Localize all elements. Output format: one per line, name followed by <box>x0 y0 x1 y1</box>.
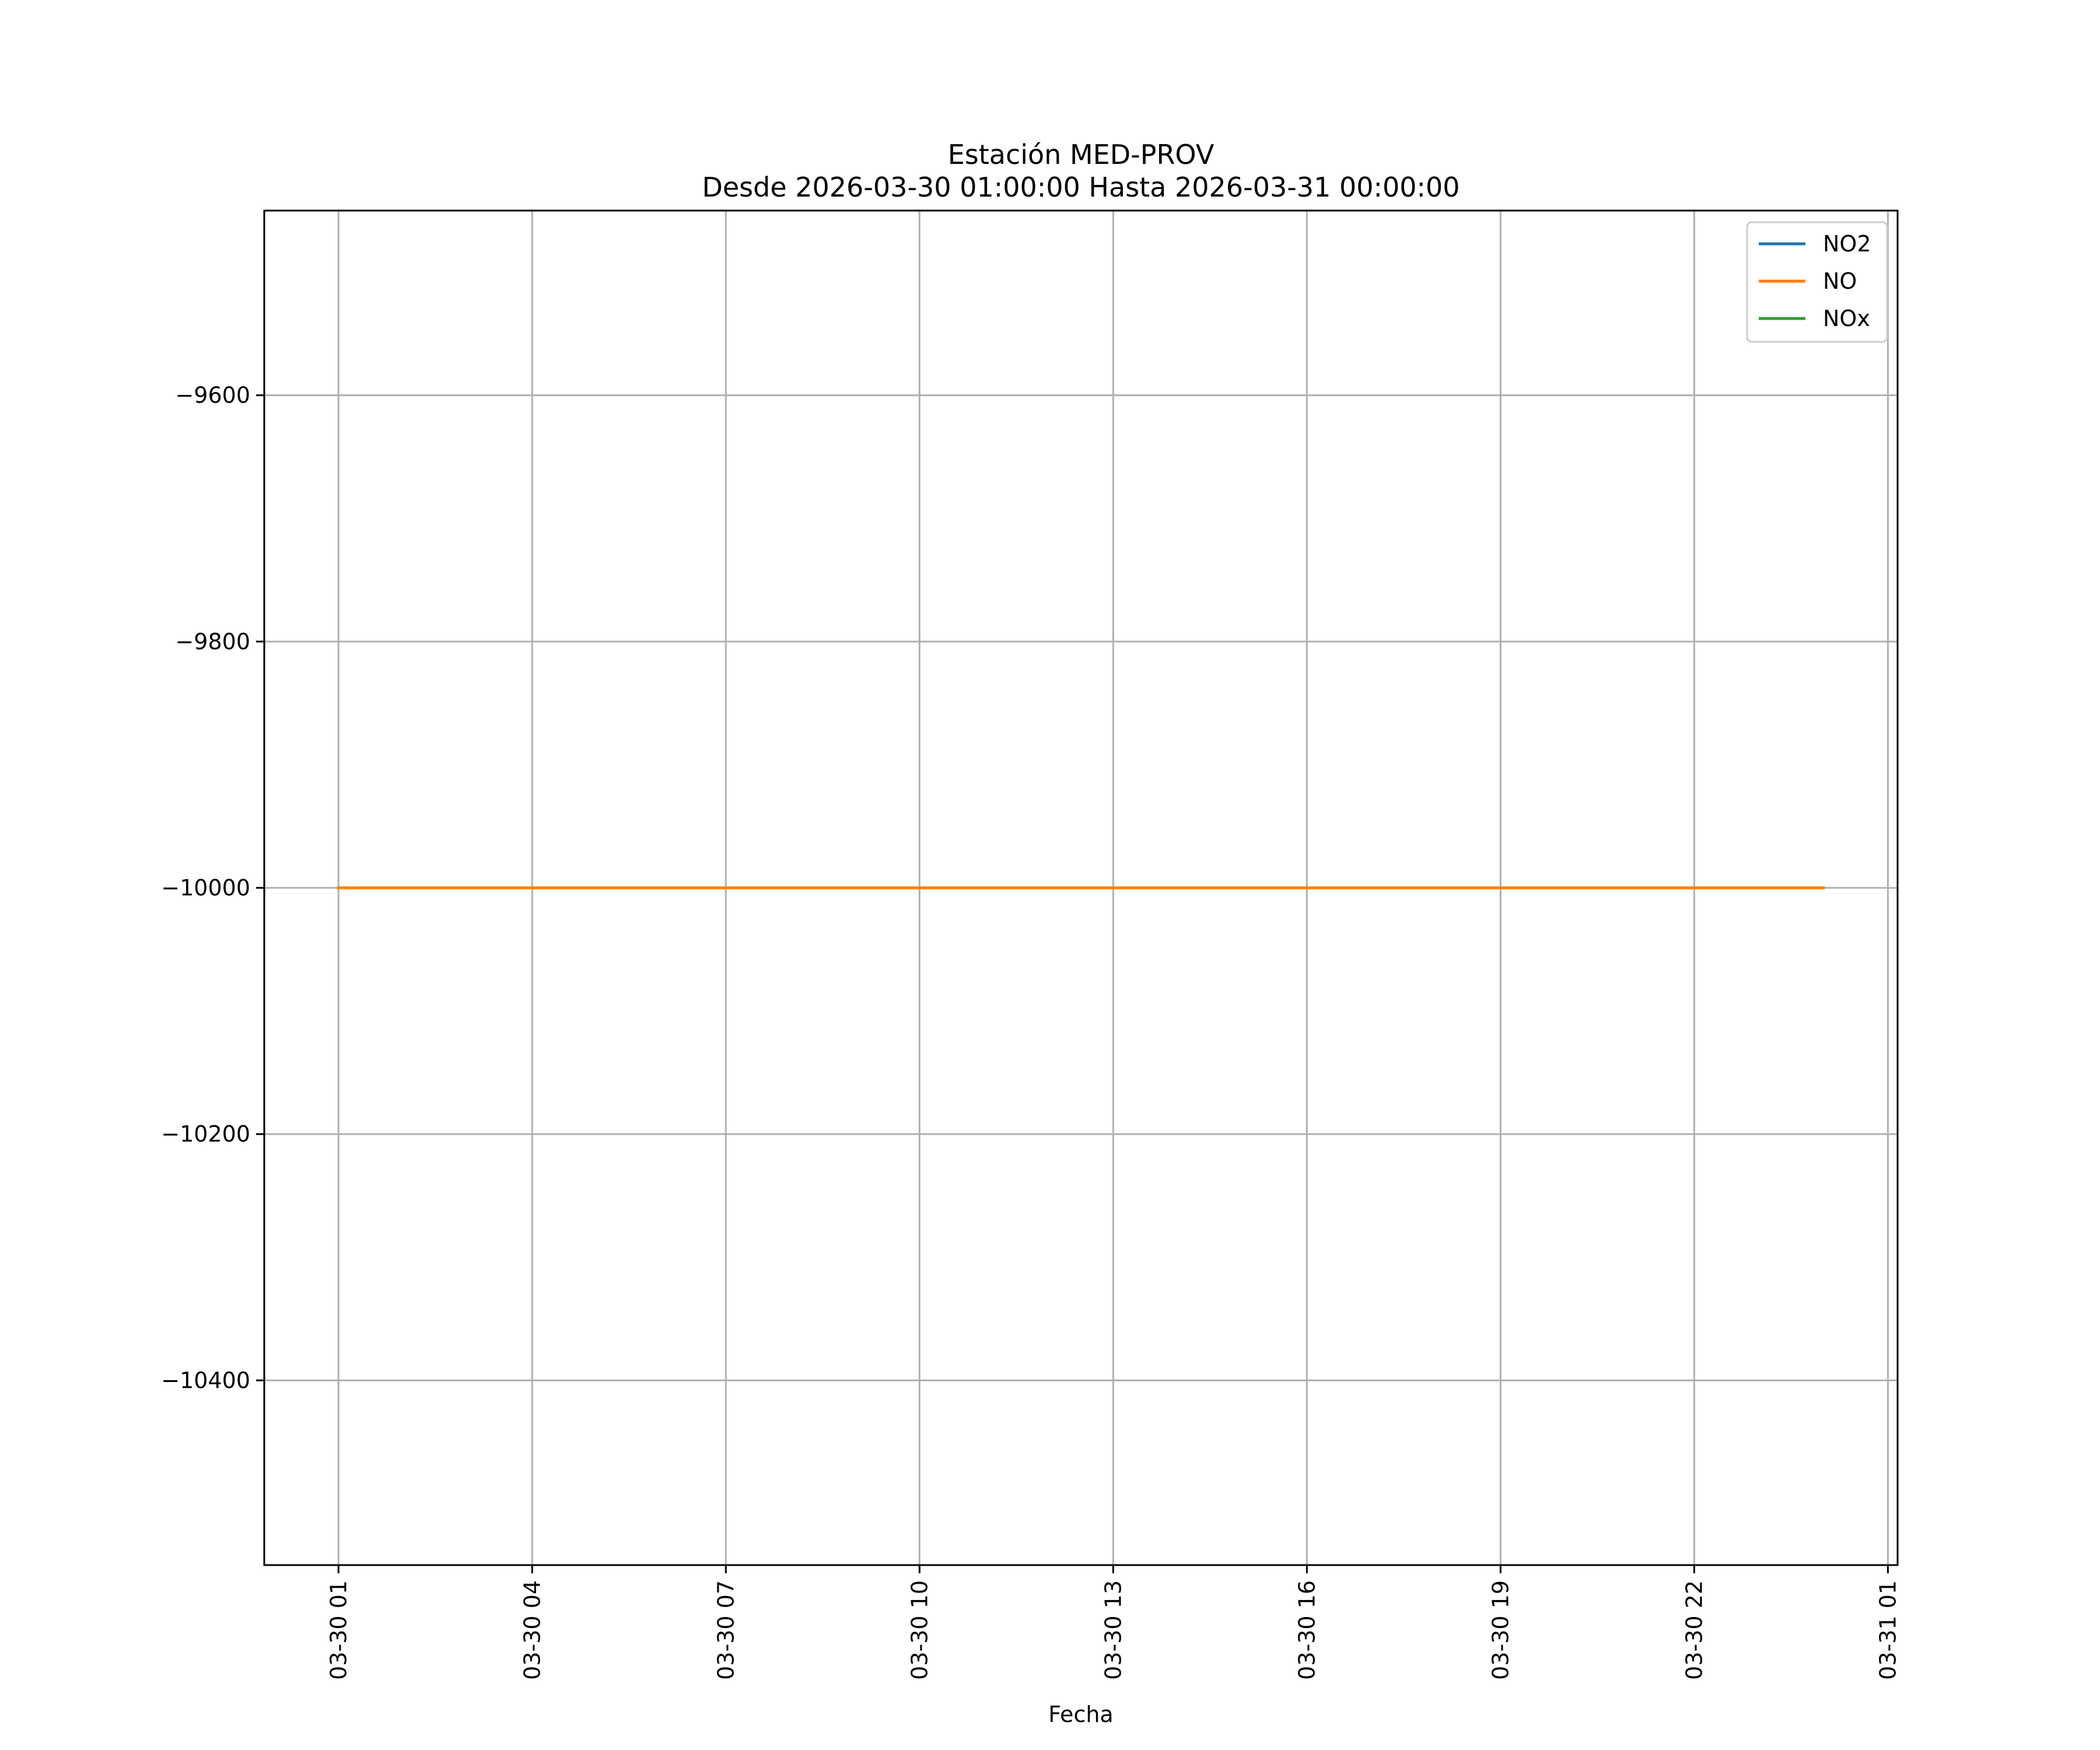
x-tick-label: 03-31 01 <box>1875 1580 1901 1680</box>
x-tick-label: 03-30 16 <box>1294 1580 1320 1680</box>
x-tick-label: 03-30 19 <box>1488 1580 1513 1680</box>
legend-label-no2: NO2 <box>1823 231 1871 257</box>
x-tick-label: 03-30 22 <box>1681 1580 1707 1680</box>
y-tick-label: −10000 <box>161 875 250 901</box>
y-axis-ticks: −9600 −9800 −10000 −10200 −10400 <box>161 383 264 1393</box>
legend-label-nox: NOx <box>1823 306 1870 331</box>
y-tick-label: −9800 <box>175 629 250 654</box>
x-tick-label: 03-30 10 <box>907 1580 932 1680</box>
x-tick-label: 03-30 13 <box>1100 1580 1126 1680</box>
x-tick-label: 03-30 01 <box>326 1580 351 1680</box>
y-tick-label: −10200 <box>161 1121 250 1147</box>
y-tick-label: −10400 <box>161 1367 250 1393</box>
chart-title: Estación MED-PROV <box>948 139 1214 170</box>
x-tick-label: 03-30 07 <box>713 1580 738 1680</box>
chart-subtitle: Desde 2026-03-30 01:00:00 Hasta 2026-03-… <box>702 172 1460 203</box>
x-axis-label: Fecha <box>1048 1702 1113 1727</box>
legend-box <box>1746 221 1888 343</box>
x-tick-label: 03-30 04 <box>519 1580 545 1680</box>
y-tick-label: −9600 <box>175 383 250 408</box>
legend-label-no: NO <box>1823 268 1857 294</box>
legend: NO2 NO NOx <box>1746 221 1888 343</box>
x-axis-ticks: 03-30 01 03-30 04 03-30 07 03-30 10 03-30 13… <box>326 1565 1901 1680</box>
